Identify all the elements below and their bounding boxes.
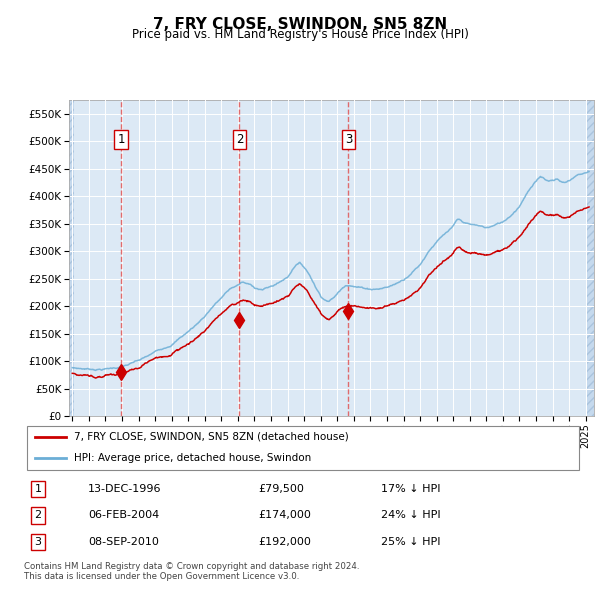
Text: 1: 1 — [118, 133, 125, 146]
Text: HPI: Average price, detached house, Swindon: HPI: Average price, detached house, Swin… — [74, 453, 311, 463]
Text: £192,000: £192,000 — [259, 537, 311, 547]
Text: 06-FEB-2004: 06-FEB-2004 — [88, 510, 160, 520]
Text: 2: 2 — [236, 133, 243, 146]
Text: 7, FRY CLOSE, SWINDON, SN5 8ZN: 7, FRY CLOSE, SWINDON, SN5 8ZN — [153, 17, 447, 31]
Text: £174,000: £174,000 — [259, 510, 311, 520]
Bar — [587, 100, 594, 416]
Text: 3: 3 — [34, 537, 41, 547]
Text: Price paid vs. HM Land Registry's House Price Index (HPI): Price paid vs. HM Land Registry's House … — [131, 28, 469, 41]
Text: 7, FRY CLOSE, SWINDON, SN5 8ZN (detached house): 7, FRY CLOSE, SWINDON, SN5 8ZN (detached… — [74, 432, 349, 442]
Text: 24% ↓ HPI: 24% ↓ HPI — [381, 510, 441, 520]
Bar — [587, 100, 594, 416]
Bar — [69, 100, 74, 416]
Text: 13-DEC-1996: 13-DEC-1996 — [88, 484, 161, 494]
Text: £79,500: £79,500 — [259, 484, 304, 494]
Text: 17% ↓ HPI: 17% ↓ HPI — [381, 484, 440, 494]
Text: 08-SEP-2010: 08-SEP-2010 — [88, 537, 159, 547]
Text: 3: 3 — [345, 133, 352, 146]
Bar — [69, 100, 74, 416]
Text: 1: 1 — [34, 484, 41, 494]
FancyBboxPatch shape — [27, 425, 579, 470]
Text: Contains HM Land Registry data © Crown copyright and database right 2024.
This d: Contains HM Land Registry data © Crown c… — [24, 562, 359, 581]
Text: 2: 2 — [34, 510, 41, 520]
Text: 25% ↓ HPI: 25% ↓ HPI — [381, 537, 440, 547]
